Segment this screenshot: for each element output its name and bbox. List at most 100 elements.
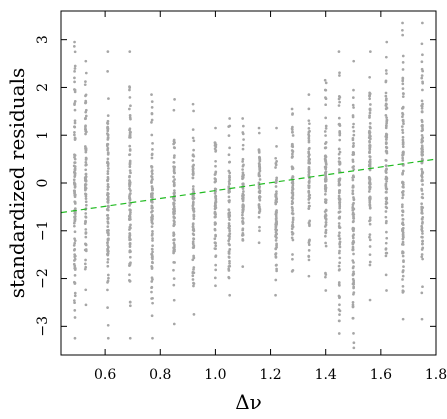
data-point [191, 167, 195, 171]
data-point [84, 178, 88, 181]
data-point [150, 265, 154, 268]
data-point [191, 240, 195, 243]
data-point [337, 97, 341, 101]
data-point [192, 284, 195, 288]
data-point [106, 323, 110, 327]
data-point [351, 153, 355, 156]
data-point [227, 251, 231, 255]
data-point [352, 270, 355, 274]
data-point [73, 336, 77, 340]
data-point [384, 80, 388, 84]
data-point [384, 94, 388, 98]
data-point [83, 117, 87, 121]
data-point [214, 200, 217, 204]
data-point [352, 252, 355, 256]
data-point [324, 159, 327, 163]
data-point [151, 148, 154, 151]
data-point [106, 200, 110, 204]
data-point [72, 221, 76, 225]
data-point [228, 259, 231, 263]
data-point [421, 285, 424, 289]
data-point [228, 117, 231, 120]
data-point [172, 184, 176, 188]
data-point [274, 252, 277, 256]
data-point [128, 149, 132, 152]
data-point [107, 276, 110, 280]
data-point [84, 203, 88, 207]
data-point [84, 161, 88, 164]
data-point [308, 122, 311, 126]
data-point [338, 71, 341, 75]
data-point [242, 190, 245, 193]
data-point [106, 169, 110, 173]
data-point [352, 175, 356, 179]
data-point [72, 262, 76, 266]
data-point [73, 67, 77, 70]
data-point [351, 115, 355, 119]
data-point [191, 225, 195, 229]
data-point [228, 224, 231, 228]
data-point [258, 174, 261, 178]
data-point [291, 134, 295, 137]
data-point [368, 75, 371, 79]
data-point [351, 96, 355, 99]
data-point [73, 215, 76, 219]
data-point [106, 114, 110, 117]
data-point [275, 200, 278, 204]
data-point [401, 128, 404, 132]
data-point [151, 141, 154, 145]
data-point [228, 232, 232, 236]
data-point [106, 138, 110, 141]
data-point [337, 251, 341, 255]
data-point [191, 206, 195, 210]
data-point [401, 233, 405, 237]
data-point [401, 193, 405, 196]
data-point [352, 282, 356, 286]
data-point [324, 289, 328, 292]
data-point [84, 148, 88, 152]
x-tick-label: 1.6 [370, 367, 392, 383]
data-point [73, 69, 76, 73]
data-point [401, 274, 405, 278]
data-point [421, 246, 425, 250]
data-point [338, 131, 342, 134]
data-point [150, 165, 154, 169]
data-point [150, 225, 154, 228]
data-point [351, 206, 355, 210]
data-point [368, 263, 372, 267]
data-point [368, 168, 372, 172]
data-point [307, 185, 311, 189]
data-point [241, 197, 245, 200]
data-point [367, 190, 371, 193]
data-point [192, 254, 195, 258]
data-point [307, 140, 311, 144]
data-point [368, 197, 371, 201]
data-point [369, 135, 372, 138]
data-point [338, 217, 341, 220]
data-point [401, 113, 405, 116]
data-point [228, 182, 231, 186]
data-point [241, 219, 244, 223]
data-point [291, 201, 295, 205]
data-point [351, 305, 355, 309]
data-point [291, 175, 295, 178]
data-point [307, 155, 310, 158]
data-point [150, 206, 154, 210]
data-point [72, 244, 76, 247]
data-point [72, 178, 76, 182]
data-point [73, 103, 76, 106]
data-point [73, 130, 76, 134]
data-point [129, 211, 132, 214]
data-point [352, 213, 356, 216]
data-point [368, 219, 371, 223]
data-point [368, 91, 371, 95]
data-point [324, 116, 328, 120]
data-point [400, 125, 404, 128]
data-point [421, 239, 424, 243]
data-point [307, 157, 311, 161]
data-point [368, 238, 372, 242]
data-point [275, 236, 278, 240]
data-point [258, 165, 262, 168]
data-point [172, 222, 176, 226]
data-point [241, 217, 245, 220]
